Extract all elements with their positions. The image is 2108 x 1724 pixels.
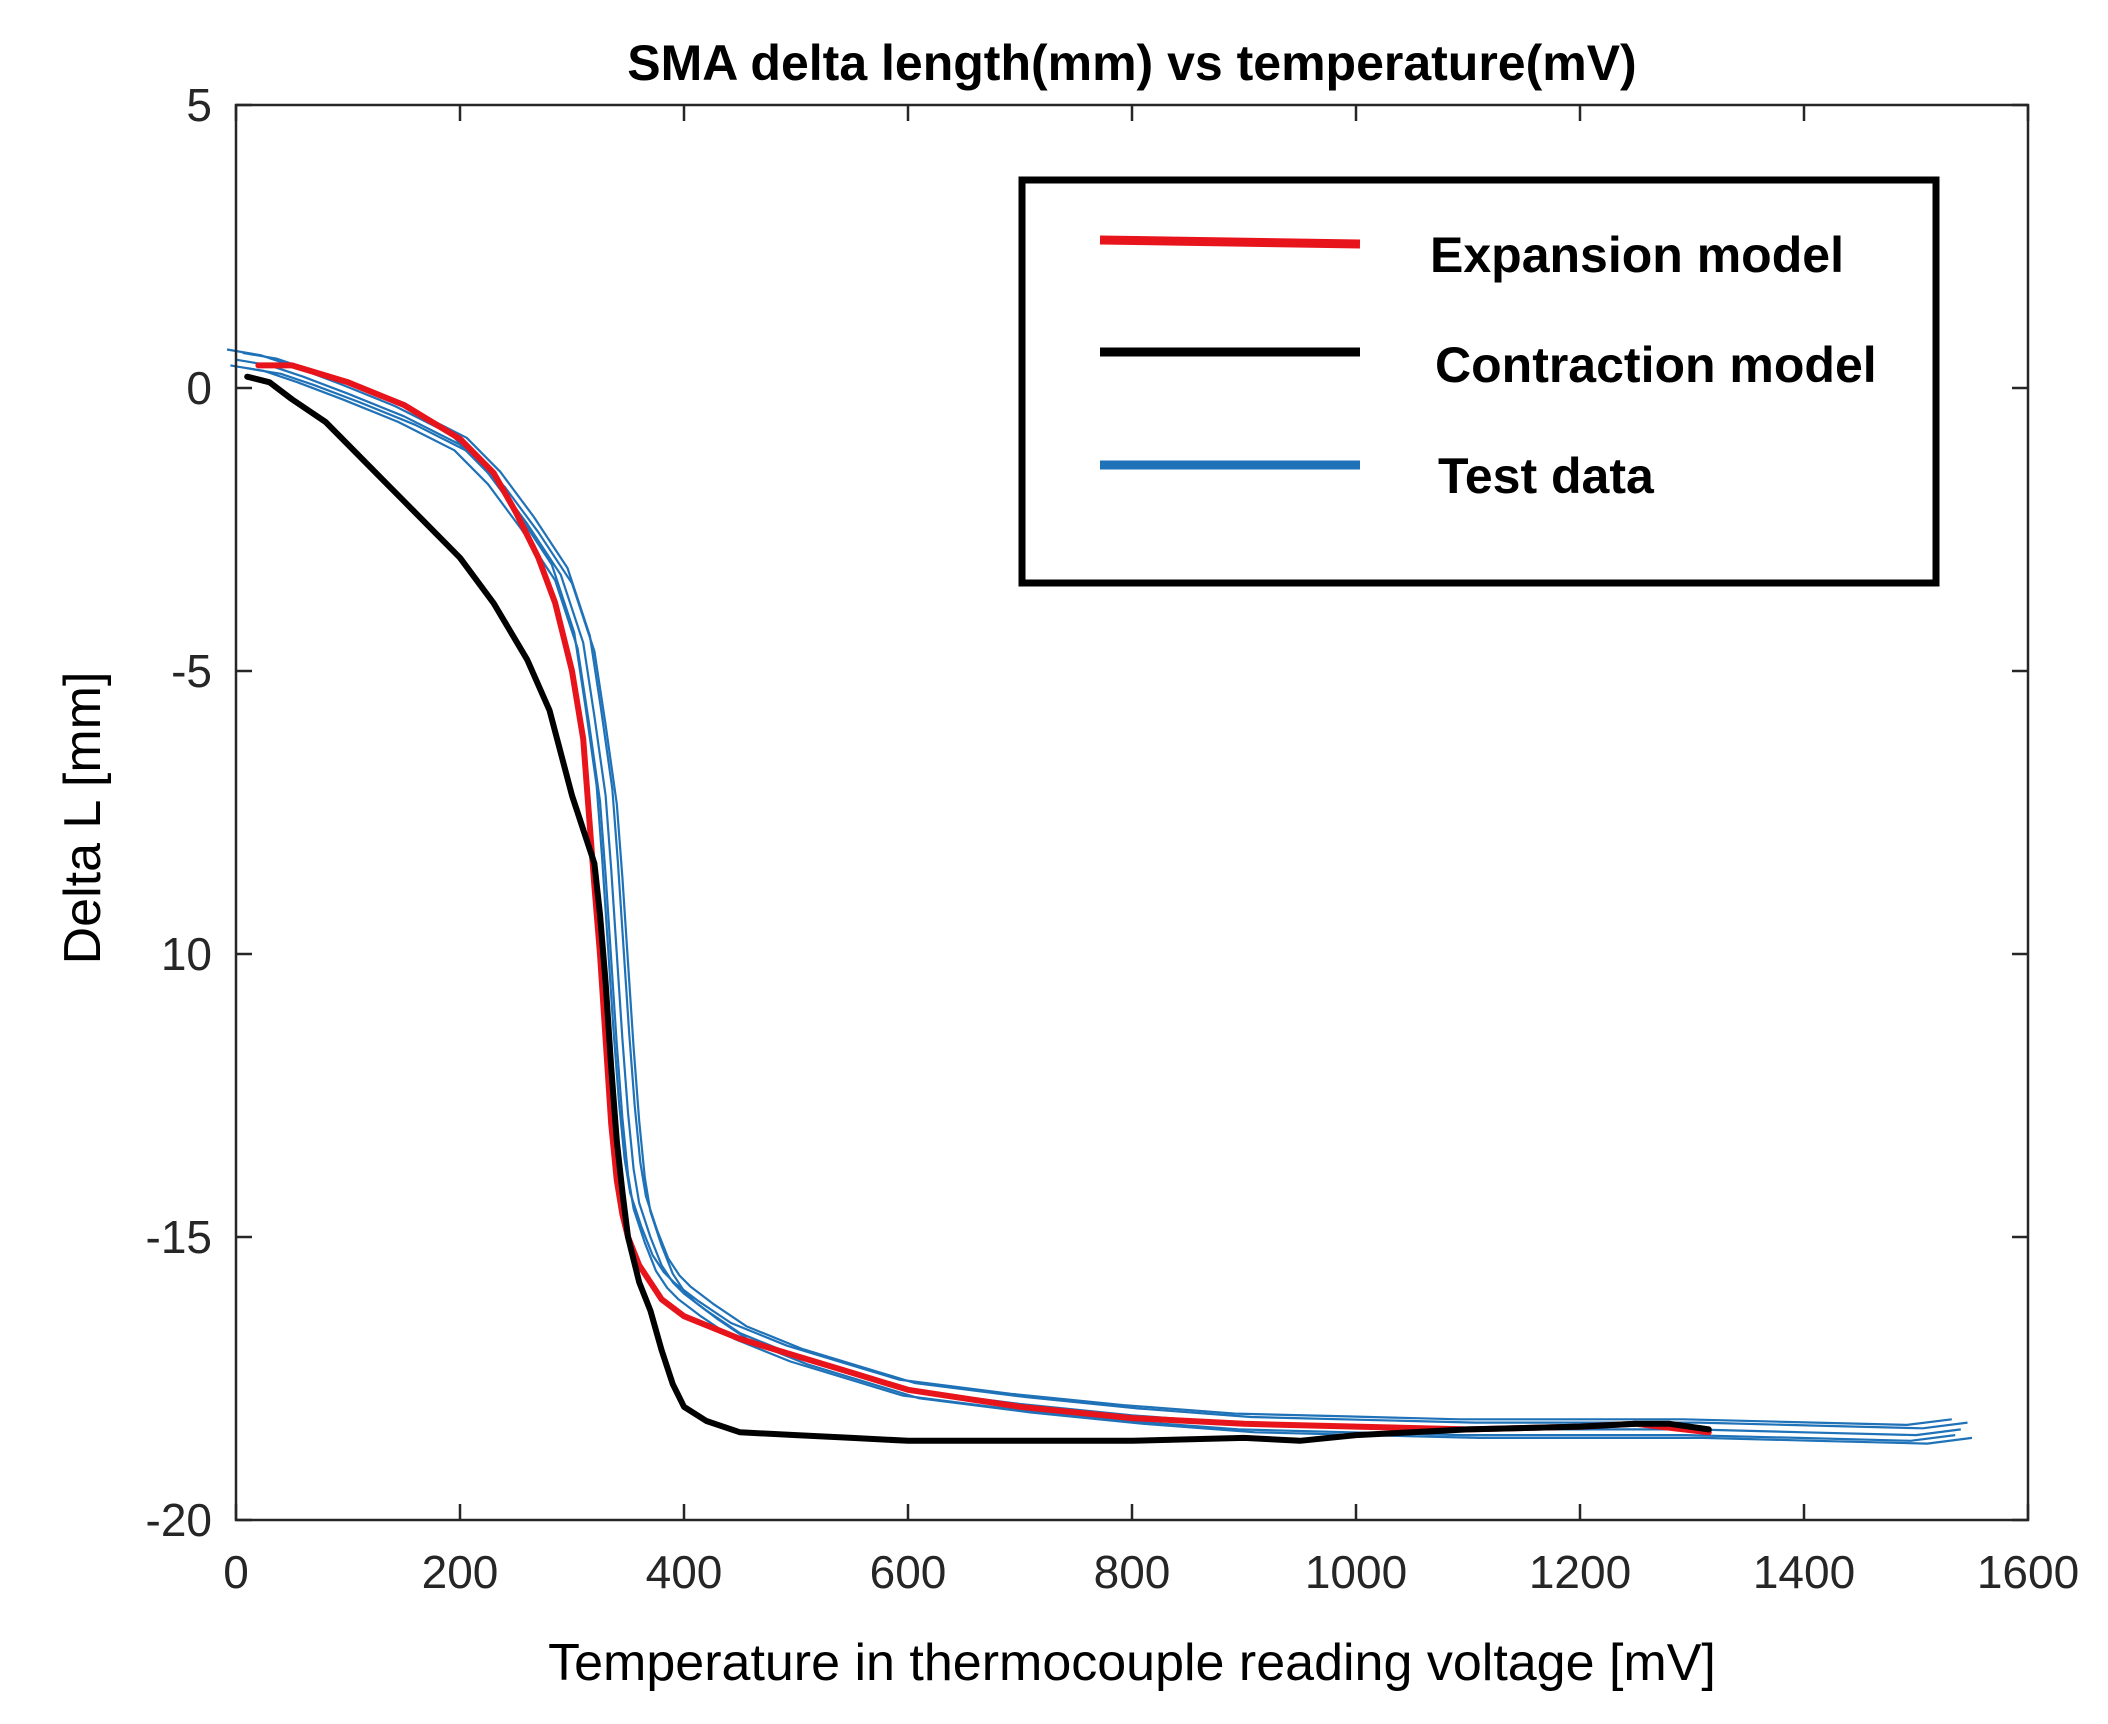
- x-tick-label: 200: [422, 1546, 499, 1598]
- y-tick-label: -5: [171, 645, 212, 697]
- y-tick-label: 0: [186, 362, 212, 414]
- chart-title: SMA delta length(mm) vs temperature(mV): [627, 35, 1636, 91]
- y-tick-label: 5: [186, 79, 212, 131]
- series-line-test-data-trace-5: [226, 348, 1952, 1427]
- series-line-contraction-model: [244, 373, 1712, 1444]
- legend-label-contraction-model: Contraction model: [1435, 337, 1877, 393]
- legend: Expansion model Contraction model Test d…: [1018, 176, 1940, 587]
- x-tick-label: 1400: [1753, 1546, 1855, 1598]
- y-axis-title: Delta L [mm]: [54, 672, 112, 965]
- legend-label-expansion-model: Expansion model: [1430, 227, 1844, 283]
- x-tick-label: 0: [223, 1546, 249, 1598]
- legend-label-test-data: Test data: [1438, 448, 1655, 504]
- x-tick-label: 1600: [1977, 1546, 2079, 1598]
- x-tick-label: 1000: [1305, 1546, 1407, 1598]
- x-tick-label: 400: [646, 1546, 723, 1598]
- x-tick-label: 1200: [1529, 1546, 1631, 1598]
- x-axis-title: Temperature in thermocouple reading volt…: [548, 1634, 1716, 1692]
- x-tick-label: 800: [1094, 1546, 1171, 1598]
- x-tick-label: 600: [870, 1546, 947, 1598]
- y-tick-label: -20: [146, 1494, 212, 1546]
- series-line-expansion-model: [255, 362, 1712, 1436]
- legend-swatch-expansion-model: [1099, 235, 1361, 249]
- y-tick-label: -15: [146, 1211, 212, 1263]
- series-layer: [226, 348, 1973, 1445]
- y-tick-label: 10: [161, 928, 212, 980]
- axes-layer: 0 200 400 600 800 1000 1200 1400 1600 5 0 -5 10 -15 -2…: [146, 79, 2080, 1598]
- series-line-test-data-trace-3: [230, 364, 1956, 1442]
- legend-box: [1018, 176, 1940, 587]
